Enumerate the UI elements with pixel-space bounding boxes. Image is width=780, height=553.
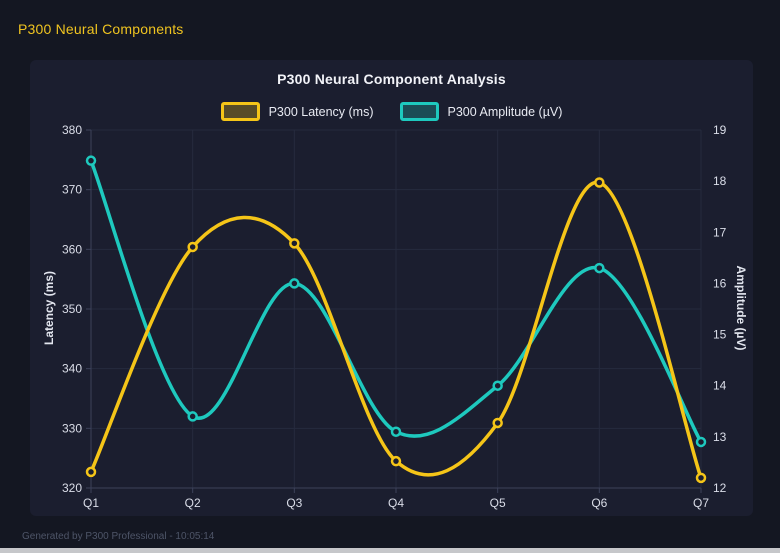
left-axis-title: Latency (ms) xyxy=(42,270,56,346)
data-point-latency[interactable] xyxy=(594,177,605,188)
right-axis-tick-label: 17 xyxy=(713,225,727,239)
footer-status-text: Generated by P300 Professional - 10:05:1… xyxy=(22,531,215,542)
data-point-latency[interactable] xyxy=(695,472,707,484)
right-axis-tick-label: 14 xyxy=(713,379,727,393)
x-axis-label: Q1 xyxy=(83,496,99,510)
left-axis-tick-label: 370 xyxy=(62,183,82,197)
page-title: P300 Neural Components xyxy=(18,21,184,37)
x-axis-label: Q7 xyxy=(693,496,709,510)
right-axis-tick-label: 15 xyxy=(713,328,727,342)
bottom-edge-strip xyxy=(0,548,780,553)
left-axis-tick-label: 380 xyxy=(62,123,82,137)
data-point-amplitude[interactable] xyxy=(594,262,605,274)
right-axis-tick-label: 16 xyxy=(713,276,727,290)
right-axis-tick-label: 19 xyxy=(713,123,727,137)
left-axis-tick-label: 320 xyxy=(62,481,82,495)
x-axis-label: Q2 xyxy=(185,496,201,510)
legend-item-amplitude[interactable]: P300 Amplitude (µV) xyxy=(399,102,563,121)
chart-card: P300 Neural Component Analysis P300 Late… xyxy=(30,60,753,516)
data-point-amplitude[interactable] xyxy=(85,155,97,166)
data-point-amplitude[interactable] xyxy=(390,426,402,437)
right-axis-tick-label: 18 xyxy=(713,174,727,188)
data-point-latency[interactable] xyxy=(187,241,198,253)
legend-label: P300 Latency (ms) xyxy=(268,104,374,119)
legend-label: P300 Amplitude (µV) xyxy=(447,104,563,119)
left-axis-tick-label: 360 xyxy=(62,242,82,256)
left-axis-tick-label: 350 xyxy=(62,302,82,316)
chart-title: P300 Neural Component Analysis xyxy=(277,71,506,87)
chart-legend: P300 Latency (ms) P300 Amplitude (µV) xyxy=(30,102,753,121)
data-point-latency[interactable] xyxy=(492,417,503,429)
legend-swatch-icon xyxy=(399,102,439,121)
x-axis-label: Q6 xyxy=(591,496,607,510)
x-axis-label: Q3 xyxy=(286,496,302,510)
data-point-latency[interactable] xyxy=(289,238,300,249)
data-point-latency[interactable] xyxy=(390,455,402,467)
right-axis-tick-label: 13 xyxy=(713,430,727,444)
right-axis-title: Amplitude (µV) xyxy=(734,265,748,351)
data-point-amplitude[interactable] xyxy=(289,278,300,289)
legend-swatch-icon xyxy=(220,102,260,121)
x-axis-label: Q4 xyxy=(388,496,404,510)
legend-item-latency[interactable]: P300 Latency (ms) xyxy=(220,102,374,121)
data-point-amplitude[interactable] xyxy=(187,411,198,422)
x-axis-label: Q5 xyxy=(490,496,506,510)
data-point-latency[interactable] xyxy=(85,466,97,478)
data-point-amplitude[interactable] xyxy=(492,380,503,391)
left-axis-tick-label: 330 xyxy=(62,421,82,435)
left-axis-tick-label: 340 xyxy=(62,362,82,376)
right-axis-tick-label: 12 xyxy=(713,481,727,495)
data-point-amplitude[interactable] xyxy=(695,436,707,448)
